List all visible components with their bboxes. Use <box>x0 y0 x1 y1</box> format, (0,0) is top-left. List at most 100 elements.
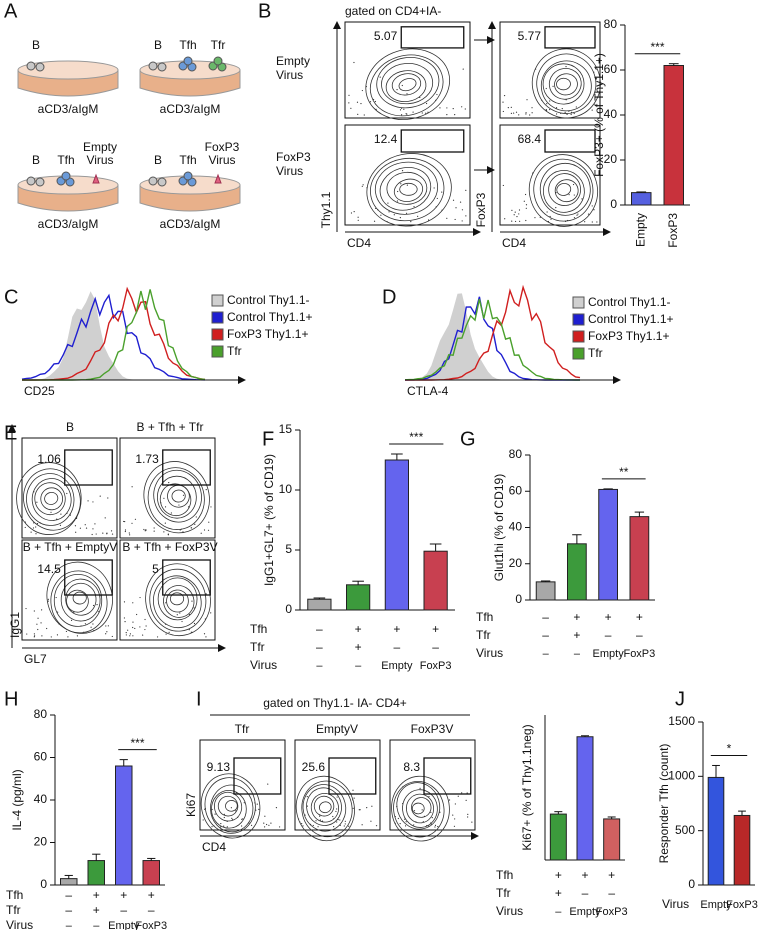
event <box>507 107 509 109</box>
event <box>258 808 260 810</box>
event <box>190 527 193 529</box>
event <box>396 200 399 202</box>
event <box>312 824 314 827</box>
event <box>36 623 38 625</box>
event <box>160 502 162 504</box>
bar <box>629 516 650 601</box>
row-value: – <box>542 610 549 624</box>
row-label: Virus <box>276 164 303 178</box>
gate <box>64 559 113 596</box>
event <box>531 112 533 114</box>
plot-title: B + Tfh + EmptyV <box>23 540 118 554</box>
event <box>230 807 232 809</box>
event <box>207 529 210 531</box>
y-tick-label: 20 <box>604 152 618 166</box>
gate <box>162 449 211 486</box>
y-tick-label: 5 <box>285 542 292 556</box>
event <box>191 600 193 602</box>
legend-label: Control Thy1.1- <box>588 295 670 309</box>
event <box>568 194 570 196</box>
event <box>348 94 350 96</box>
bar <box>423 550 448 611</box>
event <box>555 107 558 109</box>
event <box>510 106 512 108</box>
event <box>33 635 36 637</box>
contour <box>217 795 239 817</box>
gate <box>400 129 465 153</box>
event <box>132 602 134 604</box>
row-name: Virus <box>6 918 33 930</box>
event <box>401 169 404 172</box>
event <box>361 185 363 187</box>
x-tick-label: Empty <box>700 899 732 911</box>
event <box>461 209 464 211</box>
panel-letter: E <box>4 422 17 444</box>
event <box>375 207 377 210</box>
bar <box>663 65 684 206</box>
event <box>401 84 403 87</box>
row-value: – <box>316 622 323 636</box>
event <box>348 825 350 827</box>
event <box>393 214 395 216</box>
y-axis-label: FoxP3 <box>474 192 488 227</box>
event <box>254 802 256 804</box>
x-axis-label: CD25 <box>24 384 55 398</box>
event <box>549 108 551 111</box>
event <box>593 71 595 73</box>
flow-plot <box>499 21 601 119</box>
event <box>319 814 321 816</box>
y-axis-label: IL-4 (pg/ml) <box>10 769 24 830</box>
event <box>399 823 401 825</box>
event <box>465 189 467 191</box>
significance-label: * <box>727 742 732 756</box>
event <box>360 102 362 105</box>
panel-letter: B <box>258 0 271 22</box>
event <box>365 85 367 88</box>
flow-plot <box>119 437 216 539</box>
event <box>405 113 407 115</box>
flow-plot <box>21 437 118 539</box>
event <box>168 631 170 633</box>
event <box>84 524 86 526</box>
row-value: + <box>93 903 100 917</box>
event <box>125 631 127 634</box>
event <box>165 633 167 635</box>
event <box>525 113 527 115</box>
event <box>35 526 37 528</box>
y-tick-label: 10 <box>279 482 293 496</box>
event <box>353 61 355 64</box>
contour <box>153 575 202 629</box>
contour <box>213 791 243 822</box>
event <box>348 102 350 104</box>
plot-title: EmptyV <box>316 722 358 736</box>
event <box>564 111 566 113</box>
cell <box>213 56 223 66</box>
x-tick-label: FoxP3 <box>666 213 680 248</box>
event <box>156 636 159 638</box>
event <box>167 534 169 536</box>
event <box>593 209 595 211</box>
event <box>106 532 108 534</box>
contour <box>548 173 582 206</box>
event <box>402 786 404 788</box>
event <box>503 94 506 97</box>
contour <box>60 578 101 622</box>
event <box>512 112 515 114</box>
event <box>165 602 167 604</box>
bar <box>142 860 160 886</box>
event <box>37 617 39 619</box>
event <box>332 815 334 818</box>
event <box>371 805 373 807</box>
row-value: – <box>394 640 401 654</box>
event <box>423 815 426 817</box>
x-tick-label: – <box>574 648 581 660</box>
event <box>67 636 69 638</box>
panel-letter: D <box>382 286 396 308</box>
x-axis-label: CD4 <box>202 840 226 854</box>
event <box>129 534 131 536</box>
event <box>235 810 237 812</box>
contour <box>313 795 335 817</box>
contour <box>171 489 186 503</box>
event <box>428 825 430 827</box>
virus <box>214 173 222 184</box>
